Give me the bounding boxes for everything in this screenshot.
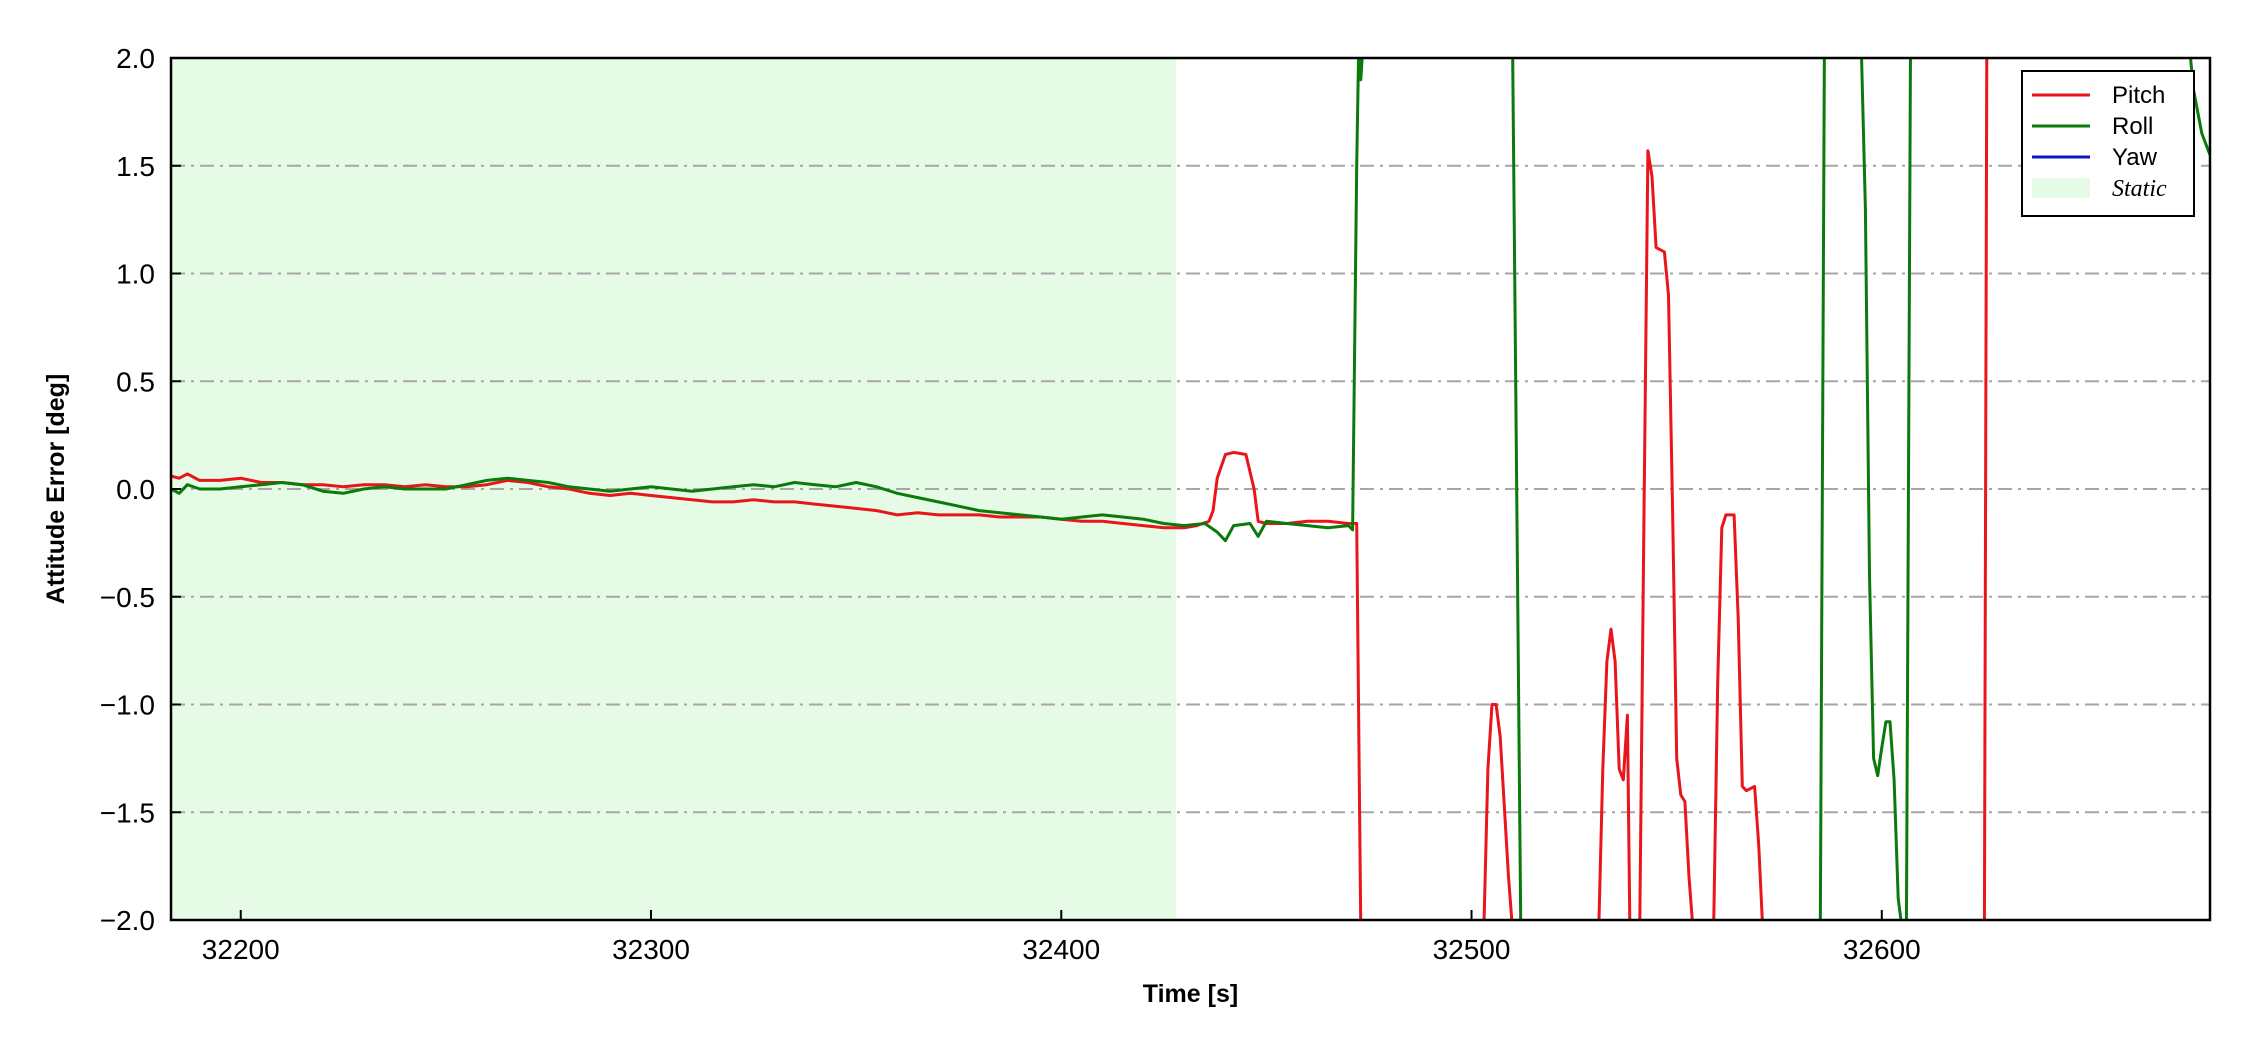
series-line-roll <box>171 58 2210 920</box>
y-tick-label: −1.0 <box>100 690 155 721</box>
legend-swatch-static <box>2032 178 2090 198</box>
y-tick-label: −1.5 <box>100 797 155 828</box>
legend-label-yaw: Yaw <box>2112 144 2158 171</box>
x-tick-label: 32400 <box>1022 934 1100 965</box>
y-tick-label: 2.0 <box>116 43 155 74</box>
x-tick-label: 32300 <box>612 934 690 965</box>
y-tick-label: 0.5 <box>116 366 155 397</box>
legend-label-roll: Roll <box>2112 113 2153 140</box>
y-tick-label: −0.5 <box>100 582 155 613</box>
x-axis-label: Time [s] <box>1143 980 1238 1008</box>
y-tick-label: 0.0 <box>116 474 155 505</box>
y-tick-label: 1.5 <box>116 151 155 182</box>
y-axis-label: Attitude Error [deg] <box>42 374 70 605</box>
series-line-pitch <box>171 58 1989 920</box>
y-tick-label: −2.0 <box>100 905 155 936</box>
x-tick-label: 32500 <box>1433 934 1511 965</box>
legend-label-pitch: Pitch <box>2112 82 2165 109</box>
x-tick-label: 32600 <box>1843 934 1921 965</box>
x-tick-label: 32200 <box>202 934 280 965</box>
legend: Pitch Roll Yaw Static <box>2021 70 2195 217</box>
y-tick-label: 1.0 <box>116 259 155 290</box>
legend-label-static: Static <box>2112 176 2167 202</box>
